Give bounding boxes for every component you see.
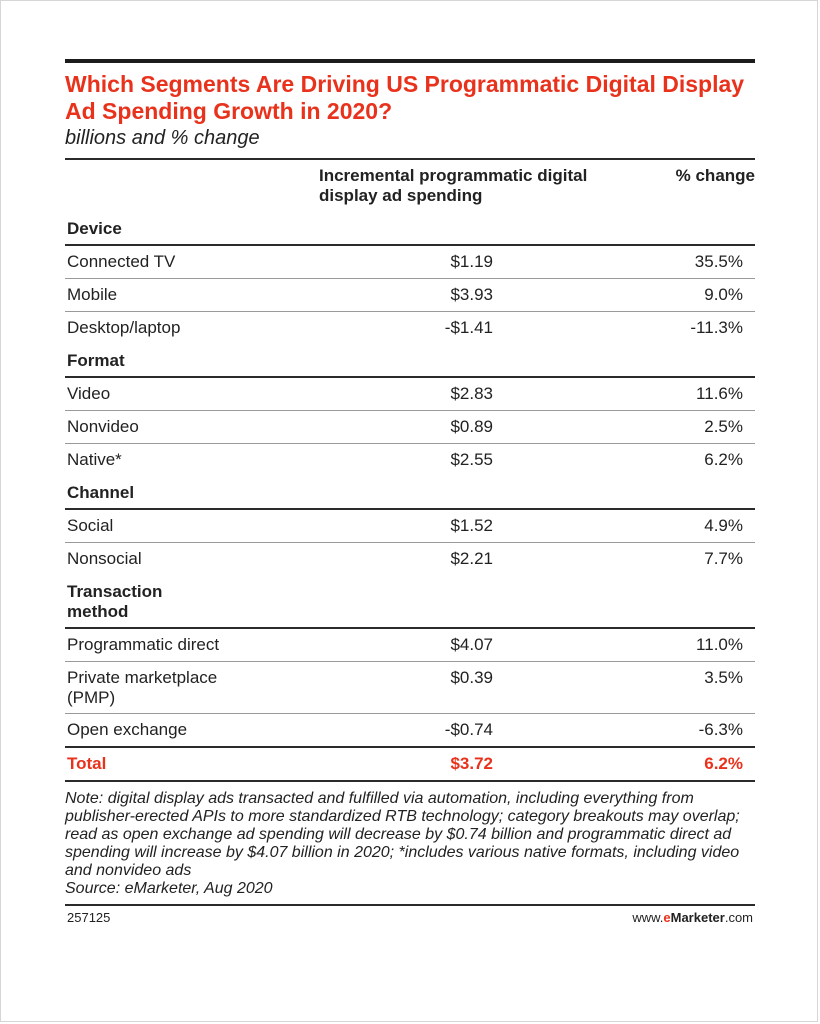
footer-rule — [65, 904, 755, 906]
table-row: Mobile $3.93 9.0% — [65, 278, 755, 311]
group-rule — [65, 627, 755, 629]
row-change: 7.7% — [704, 549, 743, 568]
table-row: Nonsocial $2.21 7.7% — [65, 542, 755, 575]
group-title: Device — [67, 219, 122, 238]
row-label: Nonvideo — [67, 417, 139, 436]
footnote-rule — [65, 780, 755, 782]
row-label: Social — [67, 516, 114, 535]
group-title: Transaction method — [67, 582, 163, 621]
table-row: Private marketplace (PMP) $0.39 3.5% — [65, 661, 755, 713]
brand-e: e — [663, 910, 671, 925]
row-label: Desktop/laptop — [67, 318, 181, 337]
row-change: 2.5% — [704, 417, 743, 436]
table-row: Open exchange -$0.74 -6.3% — [65, 713, 755, 746]
row-spend: $1.52 — [450, 516, 493, 535]
row-label: Programmatic direct — [67, 635, 220, 654]
group-rule — [65, 508, 755, 510]
total-spend: $3.72 — [450, 754, 493, 773]
total-row: Total $3.72 6.2% — [65, 746, 755, 780]
row-label: Connected TV — [67, 252, 176, 271]
chart-subtitle: billions and % change — [65, 127, 260, 149]
table-header: Incremental programmatic digital display… — [65, 160, 755, 212]
brand-prefix: www. — [632, 910, 664, 925]
table-row: Native* $2.55 6.2% — [65, 443, 755, 476]
row-change: 11.6% — [696, 384, 743, 403]
group-title: Channel — [67, 483, 135, 502]
source-text: Source: eMarketer, Aug 2020 — [65, 880, 273, 897]
row-change: -11.3% — [690, 318, 743, 337]
footnote: Note: digital display ads transacted and… — [65, 782, 755, 904]
row-spend: $3.93 — [450, 285, 493, 304]
row-spend: $0.39 — [450, 668, 493, 687]
footer: 257125 www.eMarketer.com — [65, 906, 755, 930]
column-header-change: % change — [675, 166, 755, 185]
row-change: 6.2% — [704, 450, 743, 469]
table-body: Device Connected TV $1.19 35.5% Mobile $3.93 9… — [65, 212, 755, 746]
row-spend: -$1.41 — [444, 318, 493, 337]
table-row: Connected TV $1.19 35.5% — [65, 246, 755, 278]
row-change: -6.3% — [698, 720, 743, 739]
table-row: Desktop/laptop -$1.41 -11.3% — [65, 311, 755, 344]
column-header-spending: Incremental programmatic digital display… — [319, 166, 588, 205]
total-change: 6.2% — [704, 754, 743, 773]
row-spend: $0.89 — [450, 417, 493, 436]
note-text: Note: digital display ads transacted and… — [65, 790, 740, 879]
row-label: Native* — [67, 450, 122, 469]
total-label: Total — [67, 754, 107, 773]
brand-name: Marketer — [670, 910, 725, 925]
top-rule — [65, 59, 755, 63]
row-label: Nonsocial — [67, 549, 142, 568]
table-row: Video $2.83 11.6% — [65, 378, 755, 410]
table-row: Programmatic direct $4.07 11.0% — [65, 629, 755, 661]
group-rule — [65, 376, 755, 378]
row-label: Mobile — [67, 285, 118, 304]
row-label: Private marketplace (PMP) — [67, 668, 218, 707]
header-rule — [65, 158, 755, 160]
brand-suffix: .com — [724, 910, 753, 925]
chart-card: Which Segments Are Driving US Programmat… — [65, 59, 755, 930]
group-title: Format — [67, 351, 125, 370]
row-label: Video — [67, 384, 111, 403]
row-change: 11.0% — [696, 635, 743, 654]
row-spend: $1.19 — [450, 252, 493, 271]
row-label: Open exchange — [67, 720, 188, 739]
group-rule — [65, 244, 755, 246]
row-spend: $4.07 — [450, 635, 493, 654]
table-row: Nonvideo $0.89 2.5% — [65, 410, 755, 443]
chart-id: 257125 — [67, 910, 111, 925]
row-change: 3.5% — [704, 668, 743, 687]
row-spend: $2.21 — [450, 549, 493, 568]
row-change: 9.0% — [704, 285, 743, 304]
row-change: 4.9% — [704, 516, 743, 535]
chart-title: Which Segments Are Driving US Programmat… — [65, 71, 745, 124]
row-spend: $2.83 — [450, 384, 493, 403]
table-row: Social $1.52 4.9% — [65, 510, 755, 542]
row-change: 35.5% — [694, 252, 743, 271]
row-spend: $2.55 — [450, 450, 493, 469]
row-spend: -$0.74 — [444, 720, 493, 739]
brand-link[interactable]: www.eMarketer.com — [632, 906, 753, 930]
